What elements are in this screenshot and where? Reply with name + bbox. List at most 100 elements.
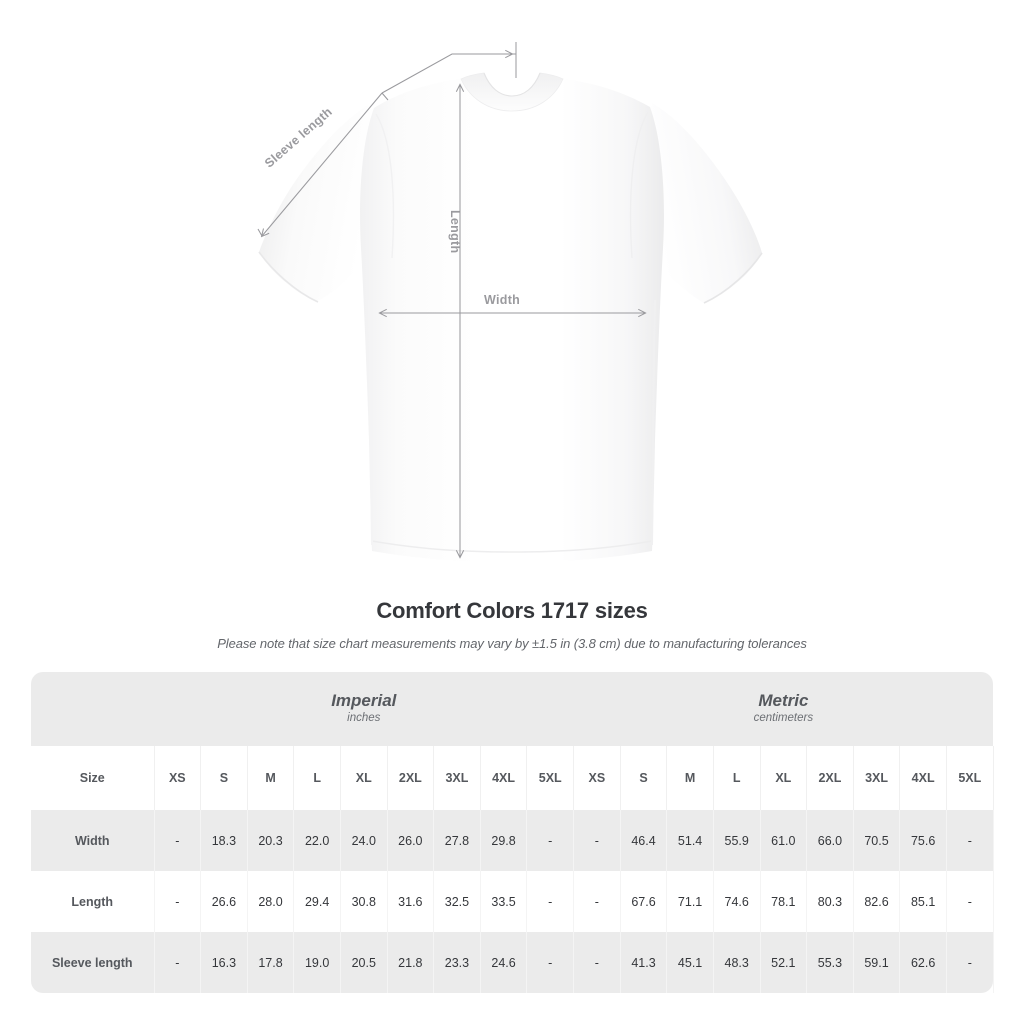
size-header-imperial-s: S [200,746,248,810]
size-header-imperial-2xl: 2XL [386,746,435,810]
cell-width-3XL-cm: 70.5 [852,810,901,871]
cell-width-S-in: 18.3 [200,810,248,871]
cell-width-3XL-in: 27.8 [433,810,481,871]
size-chart-table: Imperial inches Metric centimeters Size … [31,672,994,993]
cell-length-XL-cm: 78.1 [759,871,808,932]
band-spacer-left [31,672,154,746]
cell-length-M-in: 28.0 [246,871,295,932]
size-header-imperial-5xl: 5XL [526,746,575,810]
tshirt-diagram: Sleeve length Length Width [257,42,763,562]
tshirt-illustration [257,42,763,562]
cell-width-XS-in: - [153,810,202,871]
size-header-metric-l: L [712,746,761,810]
cell-sleeve-length-3XL-cm: 59.1 [852,932,901,993]
size-header-imperial-xl: XL [339,746,388,810]
unit-section-metric-unit: centimeters [753,712,814,725]
cell-width-5XL-in: - [526,810,575,871]
cell-sleeve-length-5XL-in: - [526,932,575,993]
cell-width-2XL-in: 26.0 [386,810,435,871]
cell-sleeve-length-XL-cm: 52.1 [759,932,808,993]
cell-length-2XL-in: 31.6 [386,871,435,932]
row-label-sleeve-length: Sleeve length [31,932,155,993]
page-title: Comfort Colors 1717 sizes [376,598,648,623]
size-header-row: Size XS S M L XL 2XL 3XL 4XL 5XL XS S M L XL 2XL 3XL 4XL… [31,746,994,810]
cell-length-L-in: 29.4 [293,871,341,932]
cell-width-XL-cm: 61.0 [759,810,808,871]
unit-section-metric-name: Metric [758,690,809,710]
cell-width-M-in: 20.3 [246,810,295,871]
cell-length-XS-cm: - [573,871,621,932]
unit-band-row: Imperial inches Metric centimeters [31,672,994,746]
cell-sleeve-length-M-cm: 45.1 [666,932,714,993]
cell-length-L-cm: 74.6 [712,871,761,932]
cell-width-4XL-cm: 75.6 [899,810,947,871]
cell-length-4XL-cm: 85.1 [899,871,947,932]
unit-section-imperial-unit: inches [347,712,381,725]
cell-sleeve-length-3XL-in: 23.3 [433,932,481,993]
cell-length-S-in: 26.6 [200,871,248,932]
row-label-length: Length [31,871,155,932]
tolerance-note: Please note that size chart measurements… [217,636,807,651]
size-chart-table-wrap: Imperial inches Metric centimeters Size … [31,672,994,993]
row-label-width: Width [31,810,155,871]
measurement-lines [257,42,645,557]
cell-sleeve-length-L-in: 19.0 [293,932,341,993]
cell-sleeve-length-S-cm: 41.3 [619,932,668,993]
cell-width-2XL-cm: 66.0 [806,810,854,871]
size-header-imperial-l: L [293,746,341,810]
table-head: Imperial inches Metric centimeters Size … [31,672,994,810]
size-header-imperial-4xl: 4XL [479,746,528,810]
cell-sleeve-length-XS-in: - [153,932,202,993]
cell-sleeve-length-S-in: 16.3 [200,932,248,993]
size-header-metric-xs: XS [573,746,621,810]
cell-width-S-cm: 46.4 [619,810,668,871]
cell-width-XL-in: 24.0 [339,810,388,871]
size-header-metric-4xl: 4XL [899,746,947,810]
cell-length-S-cm: 67.6 [619,871,668,932]
size-column-header: Size [31,746,155,810]
cell-length-3XL-cm: 82.6 [852,871,901,932]
cell-length-3XL-in: 32.5 [433,871,481,932]
table-body: Width -18.3 20.3 22.0 24.0 26.0 27.8 29.8- -46.4… [31,810,994,993]
cell-length-2XL-cm: 80.3 [806,871,854,932]
title-block: Comfort Colors 1717 sizes Please note th… [0,598,1024,651]
cell-length-5XL-in: - [526,871,575,932]
size-header-imperial-m: M [246,746,295,810]
cell-length-5XL-cm: - [945,871,994,932]
size-header-metric-m: M [666,746,714,810]
size-header-metric-s: S [619,746,668,810]
size-header-metric-5xl: 5XL [945,746,994,810]
cell-width-M-cm: 51.4 [666,810,714,871]
cell-sleeve-length-5XL-cm: - [945,932,994,993]
cell-width-5XL-cm: - [945,810,994,871]
size-header-metric-2xl: 2XL [806,746,854,810]
table-row: Width -18.3 20.3 22.0 24.0 26.0 27.8 29.8- -46.4… [31,810,994,871]
cell-sleeve-length-2XL-cm: 55.3 [806,932,854,993]
size-header-imperial-xs: XS [153,746,202,810]
length-label: Length [448,210,462,254]
unit-section-metric: Metric centimeters [573,672,994,746]
cell-length-XS-in: - [153,871,202,932]
cell-length-XL-in: 30.8 [339,871,388,932]
cell-sleeve-length-M-in: 17.8 [246,932,295,993]
cell-sleeve-length-4XL-in: 24.6 [479,932,528,993]
cell-width-XS-cm: - [573,810,621,871]
cell-sleeve-length-L-cm: 48.3 [712,932,761,993]
table-row: Sleeve length -16.3 17.8 19.0 20.5 21.8 23.3 24… [31,932,994,993]
cell-sleeve-length-2XL-in: 21.8 [386,932,435,993]
cell-length-M-cm: 71.1 [666,871,714,932]
cell-width-L-in: 22.0 [293,810,341,871]
size-header-imperial-3xl: 3XL [433,746,481,810]
cell-sleeve-length-4XL-cm: 62.6 [899,932,947,993]
cell-sleeve-length-XS-cm: - [573,932,621,993]
cell-length-4XL-in: 33.5 [479,871,528,932]
width-label: Width [484,293,521,307]
cell-width-L-cm: 55.9 [712,810,761,871]
size-header-metric-xl: XL [759,746,808,810]
unit-section-imperial: Imperial inches [154,672,574,746]
size-header-metric-3xl: 3XL [852,746,901,810]
cell-width-4XL-in: 29.8 [479,810,528,871]
table-row: Length -26.6 28.0 29.4 30.8 31.6 32.5 33.5- -67.… [31,871,994,932]
sleeve-length-arrow [262,92,383,236]
shirt-body-shape [258,72,763,562]
